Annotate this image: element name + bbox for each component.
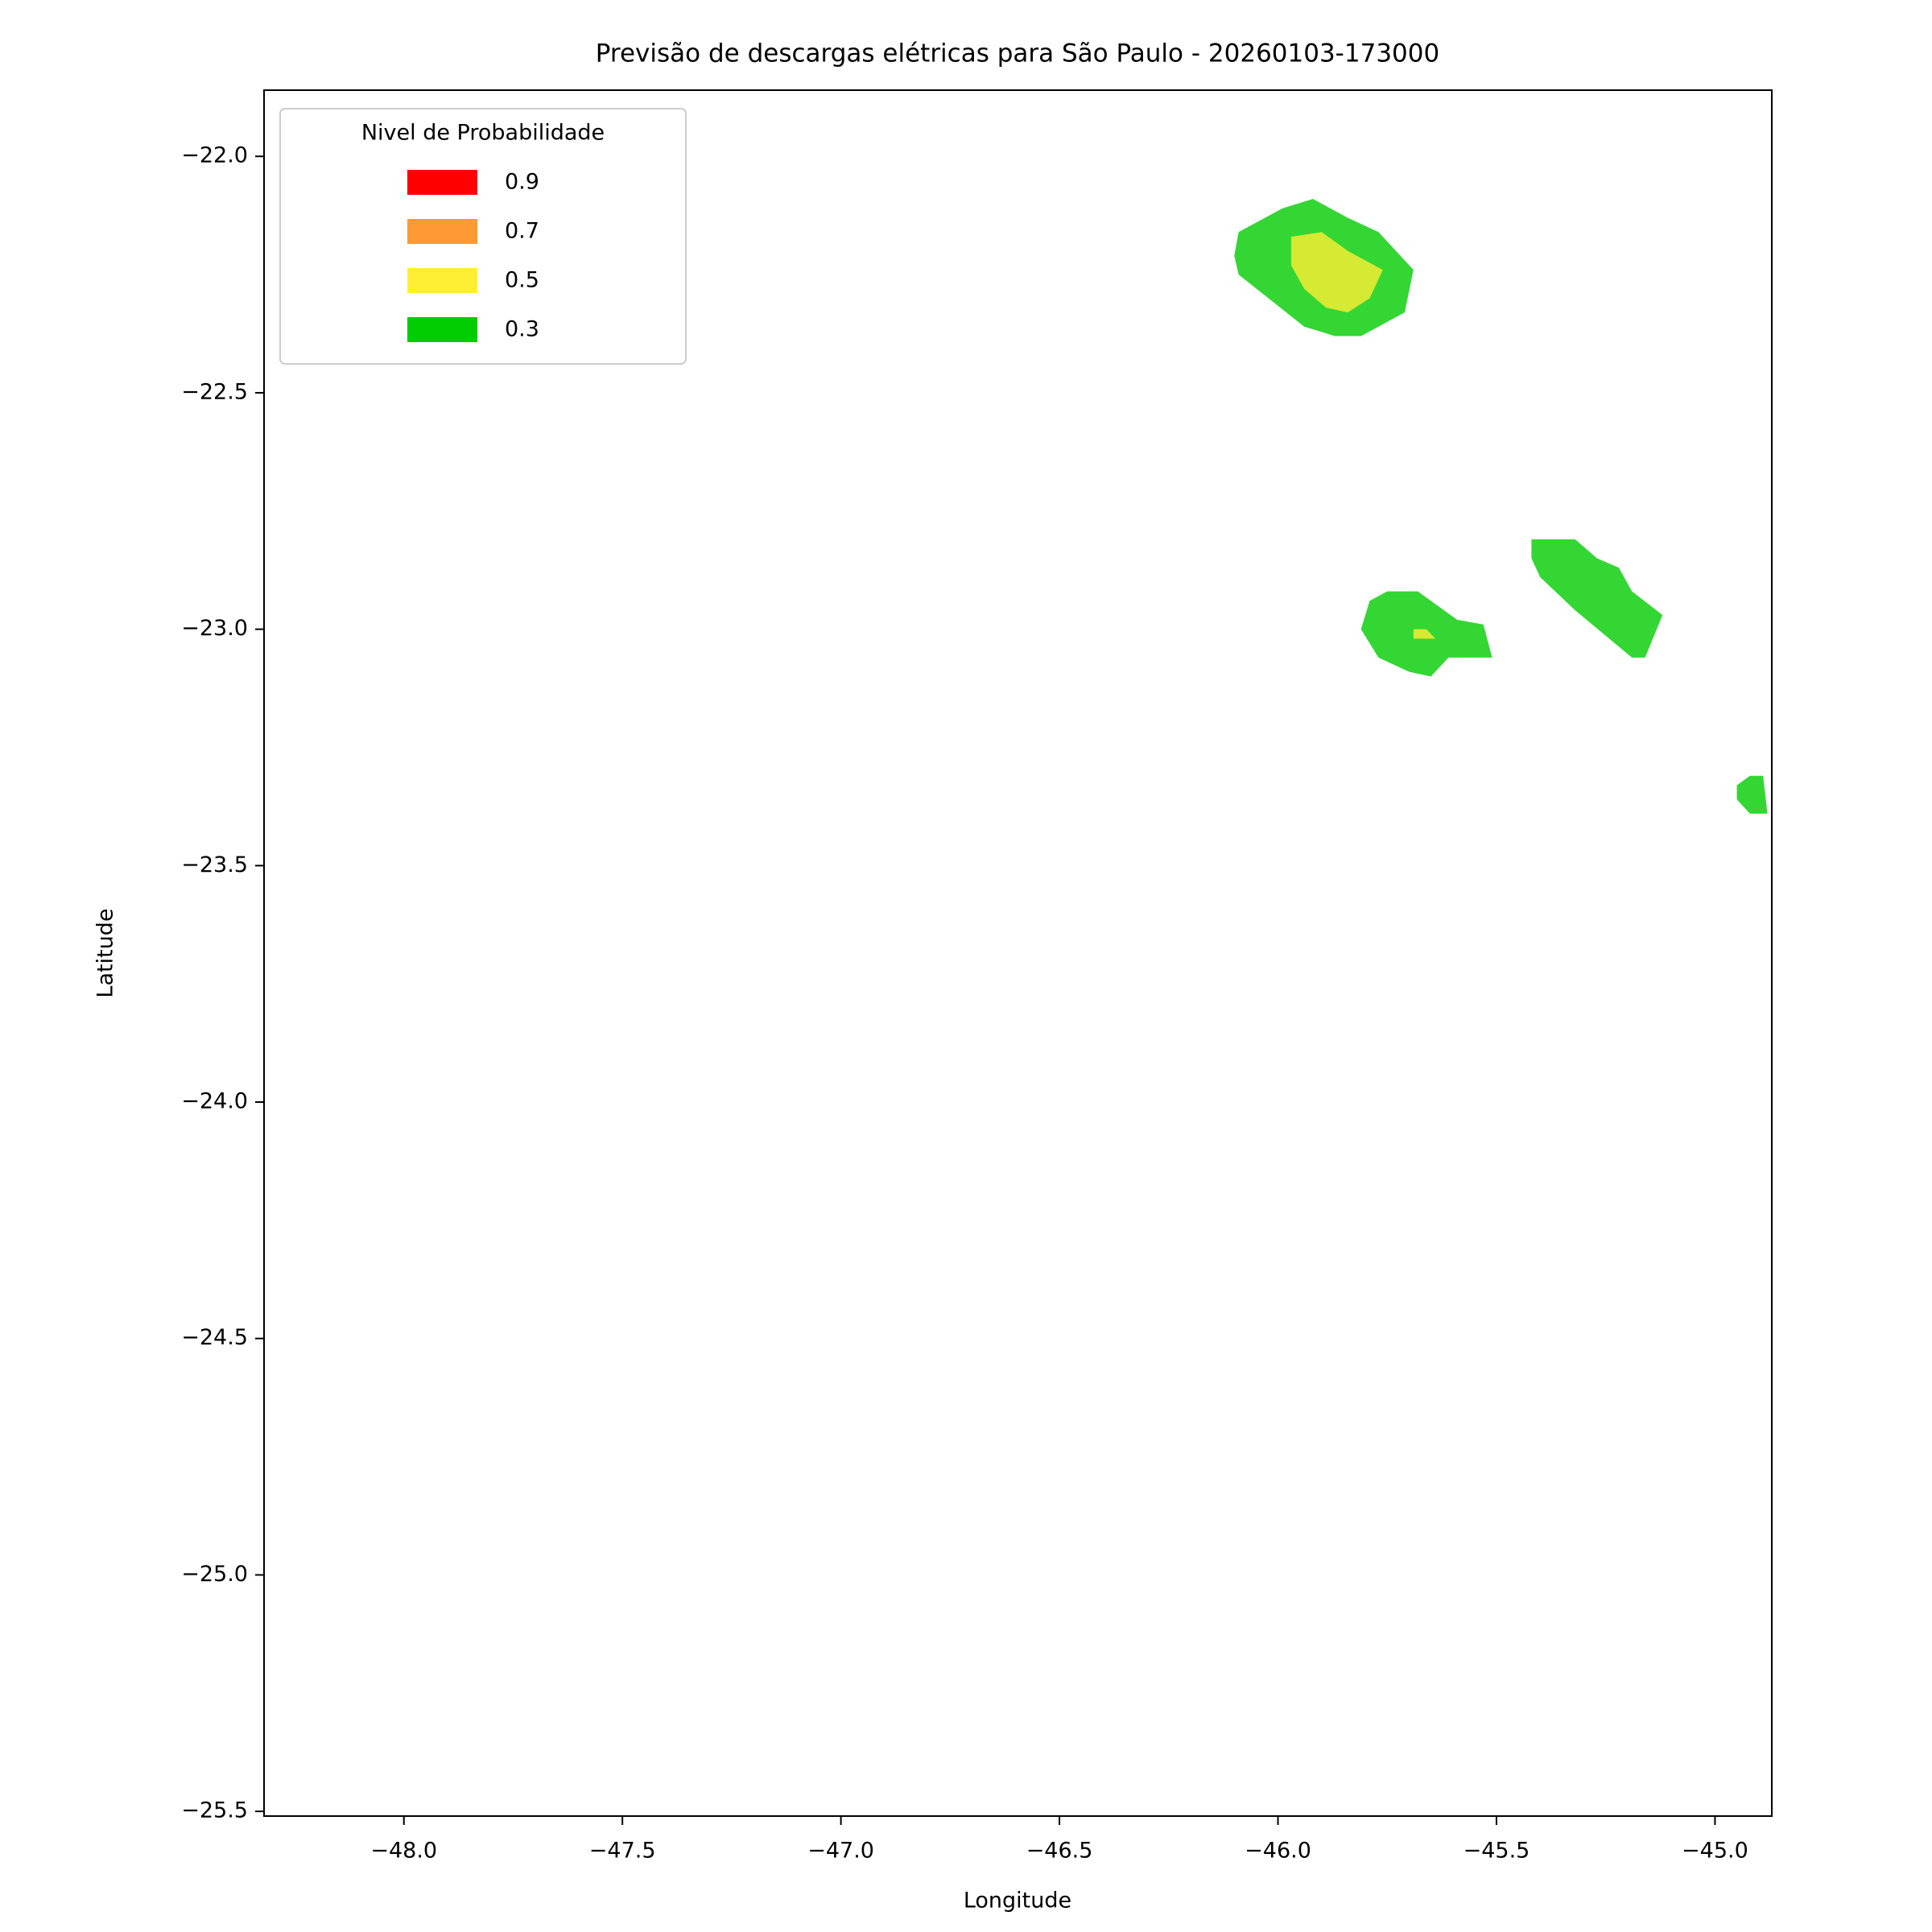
contour-region: [1413, 629, 1435, 639]
legend-box: [279, 108, 687, 365]
y-axis-label: Latitude: [93, 908, 118, 997]
y-tick-label: −25.5: [181, 1798, 248, 1823]
legend-label: 0.5: [505, 268, 539, 293]
legend-swatch: [407, 219, 477, 244]
legend-swatch: [407, 170, 477, 195]
x-tick-label: −47.5: [589, 1839, 656, 1864]
x-axis-label: Longitude: [964, 1889, 1071, 1913]
y-tick-label: −25.0: [181, 1562, 248, 1587]
x-tick-label: −46.0: [1245, 1839, 1311, 1864]
y-tick-label: −22.5: [181, 379, 248, 404]
y-tick-label: −22.0: [181, 143, 248, 168]
plot-frame: [263, 89, 1773, 1817]
contour-region: [1531, 539, 1663, 658]
contour-layer: [1234, 199, 1768, 814]
contour-region: [1290, 232, 1383, 313]
y-tick-label: −24.0: [181, 1089, 248, 1114]
legend-label: 0.3: [505, 317, 539, 342]
legend-swatch: [407, 317, 477, 342]
y-tick-label: −24.5: [181, 1325, 248, 1350]
x-tick-label: −48.0: [370, 1839, 437, 1864]
legend-title: Nivel de Probabilidade: [361, 121, 605, 146]
y-tick-label: −23.5: [181, 852, 248, 877]
x-tick-label: −45.0: [1682, 1839, 1748, 1864]
legend-swatch: [407, 268, 477, 293]
x-tick-label: −45.5: [1463, 1839, 1530, 1864]
y-tick-label: −23.0: [181, 616, 248, 641]
x-tick-label: −47.0: [807, 1839, 874, 1864]
legend-label: 0.9: [505, 170, 539, 195]
x-tick-label: −46.5: [1026, 1839, 1093, 1864]
chart-title: Previsão de descargas elétricas para São…: [596, 39, 1439, 68]
legend-label: 0.7: [505, 219, 539, 244]
contour-region: [1736, 775, 1768, 814]
